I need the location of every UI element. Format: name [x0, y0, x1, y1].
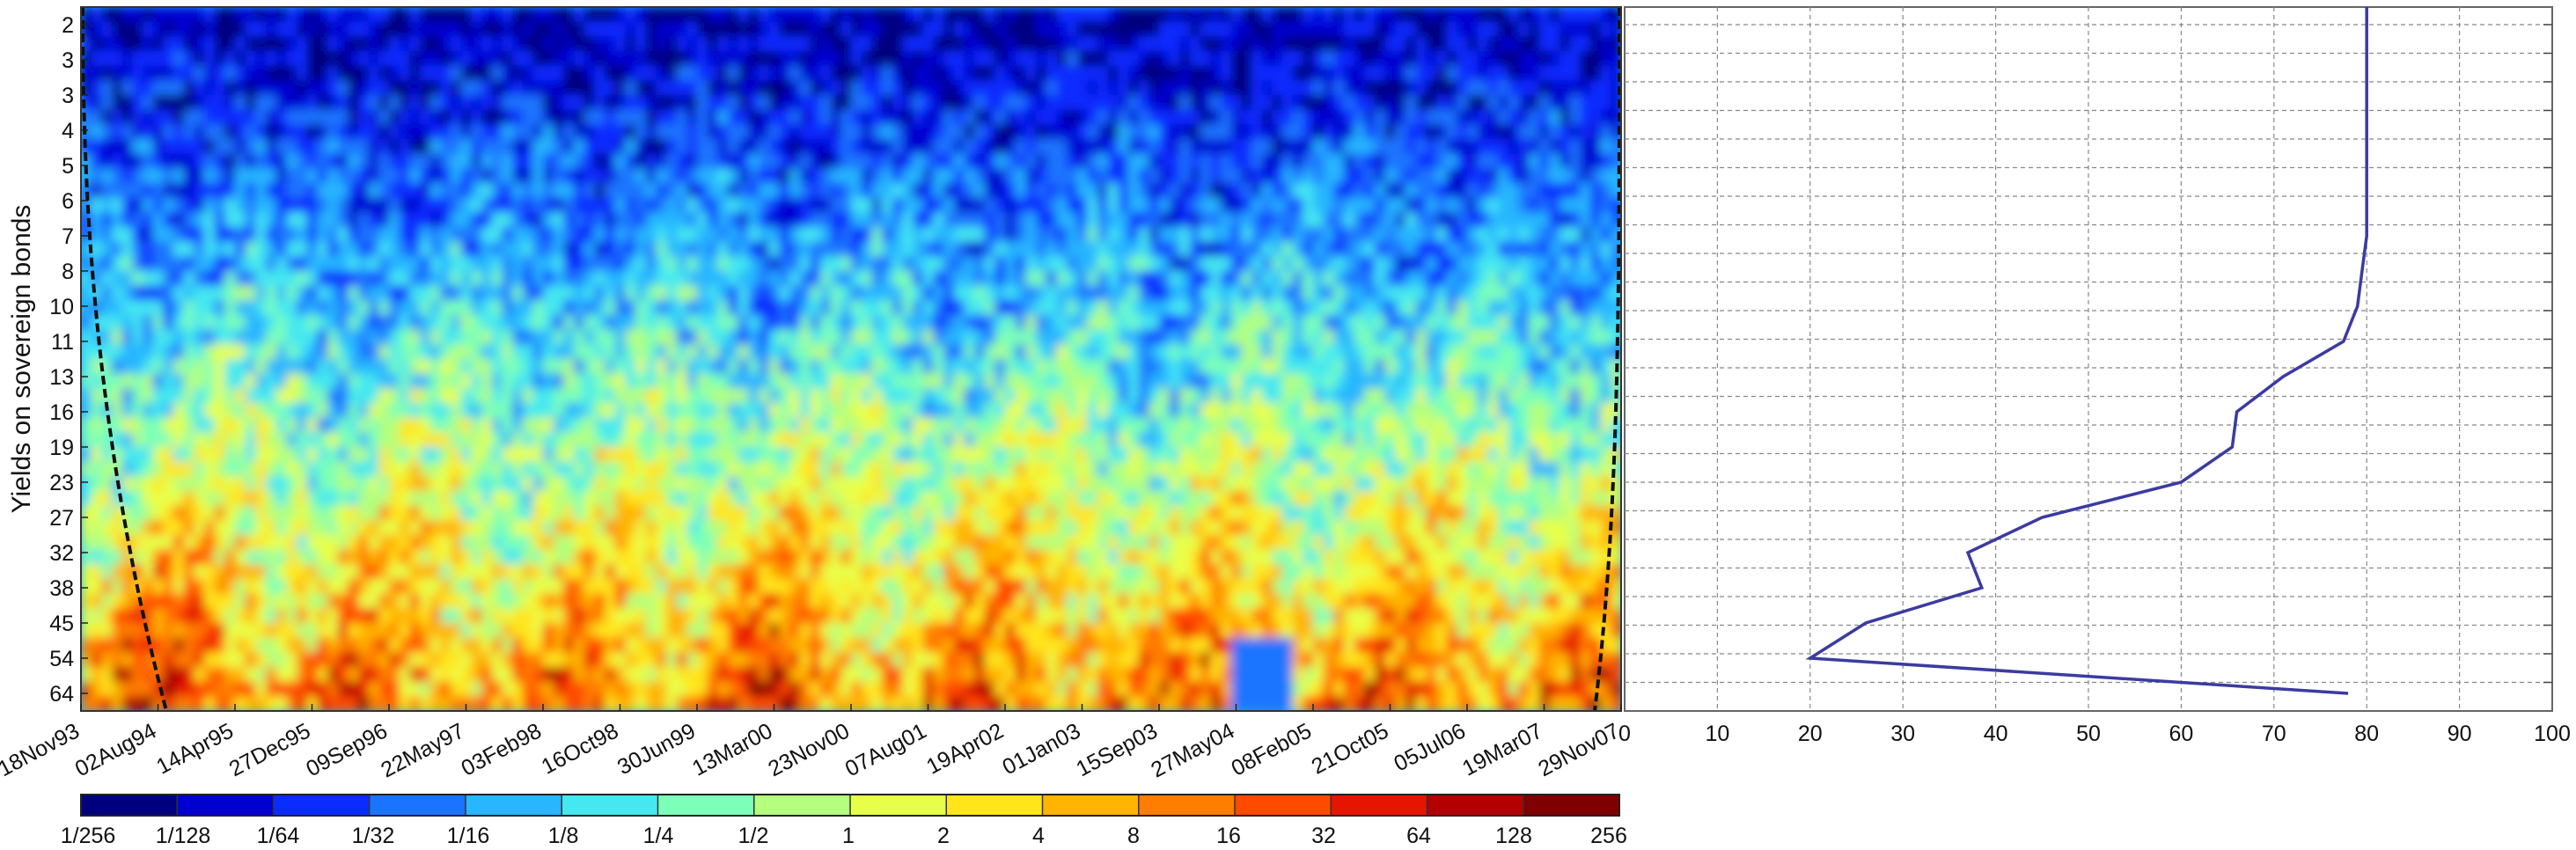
colorbar-segment: [1042, 795, 1140, 816]
line-plot-x-tick-label: 100: [2534, 722, 2571, 746]
colorbar-label: 2: [937, 824, 950, 848]
colorbar-label: 1/256: [61, 824, 116, 848]
line-plot-x-tick-label: 80: [2354, 722, 2379, 746]
line-plot-x-tick-label: 30: [1890, 722, 1915, 746]
y-tick-label: 16: [49, 400, 74, 425]
y-tick-label: 3: [62, 84, 74, 108]
colorbar-label: 4: [1032, 824, 1045, 848]
colorbar-label: 8: [1127, 824, 1140, 848]
x-tick-label: 03Feb98: [458, 719, 546, 781]
line-plot-x-tick-label: 10: [1705, 722, 1729, 746]
line-plot-x-tick-label: 90: [2448, 722, 2472, 746]
colorbar-segment: [657, 795, 755, 816]
x-tick-label: 02Aug94: [71, 719, 161, 782]
y-tick-label: 32: [49, 541, 74, 566]
x-tick-label: 22May97: [377, 719, 468, 783]
y-tick-label: 5: [62, 154, 74, 179]
line-plot-x-tick-label: 70: [2262, 722, 2286, 746]
colorbar-frame: [80, 794, 1620, 817]
colorbar-segment: [850, 795, 948, 816]
y-tick-label: 10: [49, 295, 74, 319]
y-tick-label: 4: [62, 119, 74, 143]
colorbar-segment: [1331, 795, 1428, 816]
y-tick-label: 11: [51, 330, 74, 355]
y-tick-label: 7: [62, 224, 74, 249]
y-tick-label: 6: [62, 189, 74, 214]
colorbar-segment: [753, 795, 851, 816]
y-axis-label: Yields on sovereign bonds: [7, 205, 36, 514]
y-tick-label: 2: [62, 13, 74, 38]
x-tick-label: 15Sep03: [1072, 719, 1162, 782]
colorbar-label: 16: [1216, 824, 1241, 848]
colorbar-segment: [946, 795, 1044, 816]
y-tick-label: 27: [49, 506, 74, 531]
line-plot-x-tick-label: 20: [1798, 722, 1823, 746]
colorbar-label: 1: [842, 824, 855, 848]
x-tick-label: 30Jun99: [613, 719, 700, 780]
colorbar-segment: [1235, 795, 1332, 816]
x-tick-label: 27May04: [1147, 719, 1238, 783]
x-tick-label: 08Feb05: [1228, 719, 1316, 781]
x-tick-label: 01Jan03: [998, 719, 1084, 780]
colorbar-label: 64: [1406, 824, 1431, 848]
colorbar-segment: [1138, 795, 1236, 816]
y-tick-label: 23: [49, 471, 74, 495]
colorbar-label: 1/128: [156, 824, 211, 848]
global-power-line: [1805, 7, 2368, 695]
line-plot-x-axis-ticks: 0 10 20 30 40 50 60 70 80 90 100: [1618, 722, 2571, 746]
x-tick-label: 19Apr02: [922, 719, 1008, 780]
y-tick-label: 3: [62, 48, 74, 73]
y-tick-label: 64: [49, 682, 74, 707]
global-power-panel: 0 10 20 30 40 50 60 70 80 90 100: [1618, 6, 2571, 746]
colorbar-segment: [561, 795, 659, 816]
colorbar-label: 32: [1311, 824, 1336, 848]
colorbar-segment: [1523, 795, 1620, 816]
x-tick-label: 21Oct05: [1308, 719, 1393, 780]
x-tick-label: 09Sep96: [302, 719, 392, 782]
y-tick-label: 19: [49, 436, 74, 460]
colorbar-label: 1/64: [257, 824, 300, 848]
y-tick-label: 45: [49, 612, 74, 636]
x-tick-label: 27Dec95: [225, 719, 315, 782]
y-tick-label: 54: [49, 647, 74, 671]
y-tick-label: 38: [49, 576, 74, 601]
x-tick-label: 23Nov00: [764, 719, 854, 782]
colorbar-segment: [81, 795, 179, 816]
wavelet-power-heatmap: [80, 6, 1622, 712]
colorbar-segment: [369, 795, 466, 816]
line-plot-x-tick-label: 50: [2076, 722, 2101, 746]
y-tick-label: 8: [62, 260, 74, 284]
line-plot-x-tick-label: 60: [2169, 722, 2193, 746]
colorbar-label: 1/16: [447, 824, 490, 848]
colorbar-label: 256: [1590, 824, 1627, 848]
colorbar-label: 1/4: [643, 824, 674, 848]
colorbar: 1/256 1/128 1/64 1/32 1/16 1/8 1/4 1/2 1 2 4 8 16 32 6…: [61, 794, 1627, 848]
x-tick-label: 13Mar00: [688, 719, 776, 781]
x-tick-label: 19Mar07: [1458, 719, 1546, 781]
colorbar-segment: [273, 795, 371, 816]
x-tick-label: 14Apr95: [152, 719, 238, 780]
x-tick-label: 18Nov93: [0, 719, 84, 782]
colorbar-label: 1/2: [738, 824, 769, 848]
colorbar-label: 1/8: [548, 824, 579, 848]
x-tick-label: 29Nov07: [1534, 719, 1624, 782]
colorbar-segment: [177, 795, 275, 816]
x-tick-label: 05Jul06: [1390, 719, 1469, 777]
y-tick-label: 13: [49, 365, 74, 390]
colorbar-label: 1/32: [352, 824, 395, 848]
x-axis-ticks: 18Nov9302Aug9414Apr9527Dec9509Sep9622May…: [0, 704, 1624, 783]
colorbar-label: 128: [1495, 824, 1532, 848]
line-plot-x-tick-label: 40: [1984, 722, 2008, 746]
cone-of-influence-right: [1593, 7, 1621, 712]
x-tick-label: 07Aug01: [841, 719, 931, 782]
line-plot-x-tick-label: 0: [1618, 722, 1631, 746]
x-tick-label: 16Oct98: [538, 719, 623, 780]
colorbar-segment: [466, 795, 563, 816]
colorbar-segment: [1427, 795, 1524, 816]
